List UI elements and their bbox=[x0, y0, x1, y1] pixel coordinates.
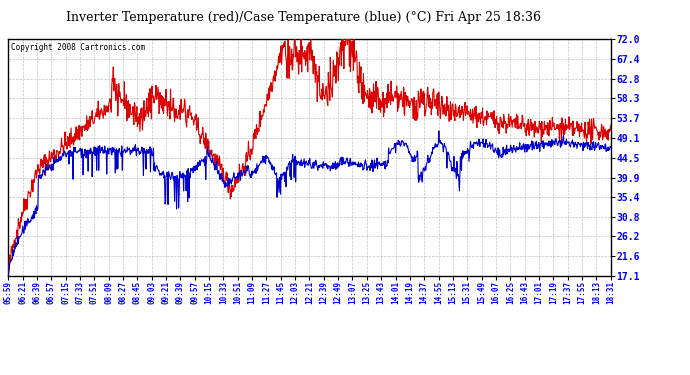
Text: Copyright 2008 Cartronics.com: Copyright 2008 Cartronics.com bbox=[11, 43, 146, 52]
Text: Inverter Temperature (red)/Case Temperature (blue) (°C) Fri Apr 25 18:36: Inverter Temperature (red)/Case Temperat… bbox=[66, 11, 541, 24]
